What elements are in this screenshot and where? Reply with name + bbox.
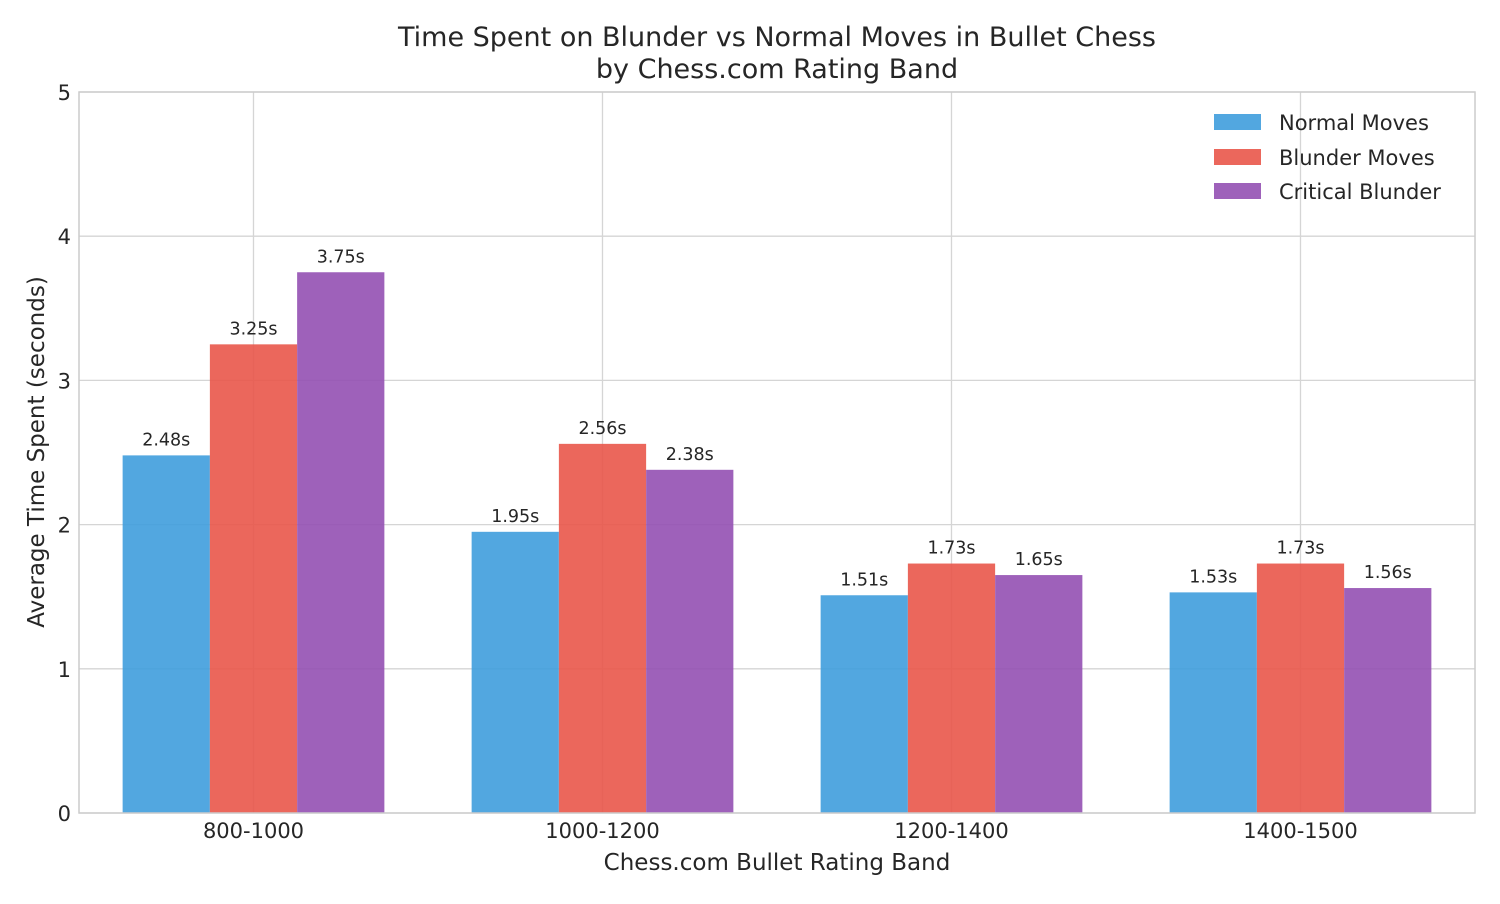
bars: [122, 272, 1432, 813]
bar-critical-blunder-1000-1200: [646, 469, 734, 813]
y-tick-label: 0: [58, 802, 71, 826]
bar-blunder-moves-1400-1500: [1256, 563, 1345, 813]
bar-normal-moves-1000-1200: [471, 531, 559, 813]
y-tick-label: 5: [58, 81, 71, 105]
bar-normal-moves-800-1000: [122, 455, 210, 813]
value-label: 1.65s: [1015, 550, 1063, 570]
value-label: 3.75s: [317, 247, 365, 267]
bar-blunder-moves-1200-1400: [907, 563, 996, 813]
bar-blunder-moves-1000-1200: [558, 443, 647, 813]
legend: Normal Moves Blunder Moves Critical Blunde…: [1214, 111, 1441, 204]
value-label: 1.73s: [1276, 539, 1324, 559]
value-label: 1.53s: [1189, 567, 1237, 587]
bar-blunder-moves-800-1000: [209, 344, 298, 813]
value-labels: 2.48s 1.95s 1.51s 1.53s 3.25s 2.56s 1.73s 1.73s…: [142, 247, 1412, 590]
y-tick-label: 3: [58, 369, 71, 393]
bar-critical-blunder-1200-1400: [995, 575, 1083, 813]
y-tick-label: 2: [58, 514, 71, 538]
y-tick-label: 1: [58, 658, 71, 682]
chart-title: Time Spent on Blunder vs Normal Moves in…: [397, 22, 1156, 53]
bar-critical-blunder-800-1000: [297, 272, 385, 813]
value-label: 1.51s: [840, 570, 888, 590]
x-tick-label: 1200-1400: [894, 819, 1008, 843]
plot-frame: [78, 91, 1476, 814]
x-tick-label: 1000-1200: [545, 819, 659, 843]
value-label: 1.95s: [491, 507, 539, 527]
legend-label: Normal Moves: [1279, 111, 1429, 135]
value-label: 2.38s: [666, 445, 714, 465]
legend-swatch: [1214, 183, 1261, 199]
y-tick-labels: 0 1 2 3 4 5: [58, 81, 71, 826]
legend-label: Critical Blunder: [1279, 180, 1441, 204]
bar-critical-blunder-1400-1500: [1344, 588, 1432, 813]
x-axis-label: Chess.com Bullet Rating Band: [604, 850, 951, 876]
bar-normal-moves-1200-1400: [820, 595, 908, 813]
value-label: 1.56s: [1364, 563, 1412, 583]
x-tick-label: 800-1000: [203, 819, 304, 843]
value-label: 2.48s: [142, 430, 190, 450]
value-label: 3.25s: [229, 319, 277, 339]
legend-swatch: [1214, 114, 1261, 130]
y-axis-label: Average Time Spent (seconds): [24, 276, 50, 628]
bar-normal-moves-1400-1500: [1169, 592, 1257, 813]
x-tick-label: 1400-1500: [1243, 819, 1357, 843]
legend-swatch: [1214, 149, 1261, 165]
x-tick-labels: 800-1000 1000-1200 1200-1400 1400-1500: [203, 819, 1358, 843]
value-label: 1.73s: [927, 539, 975, 559]
value-label: 2.56s: [578, 419, 626, 439]
y-tick-label: 4: [58, 225, 71, 249]
legend-label: Blunder Moves: [1279, 146, 1435, 170]
chart-subtitle: by Chess.com Rating Band: [596, 54, 958, 85]
